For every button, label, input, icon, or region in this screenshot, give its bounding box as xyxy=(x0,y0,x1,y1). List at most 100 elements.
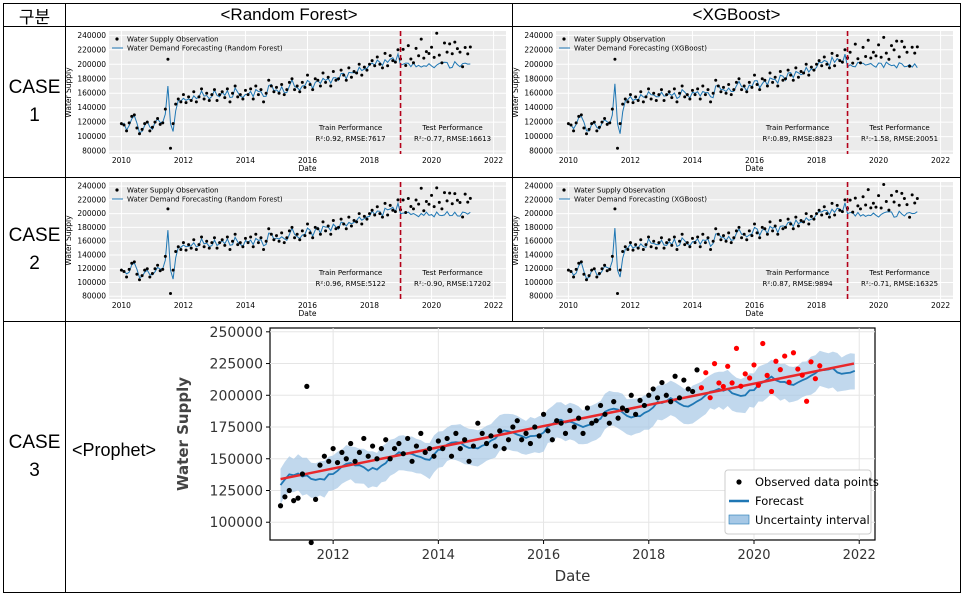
case1-rf-observation-point xyxy=(337,77,341,81)
case2-xgb-xtick-label: 2012 xyxy=(621,301,640,310)
case1-xgb-test-title: Test Performance xyxy=(868,124,929,132)
case2-rf-observation-point xyxy=(440,207,444,211)
case2-rf-observation-point xyxy=(163,254,167,258)
case2-rf-observation-point xyxy=(262,247,266,251)
case2-xgb-observation-point xyxy=(680,232,684,236)
case1-xgb-observation-point xyxy=(579,113,583,117)
case1-rf-test-metrics: R²:-0.77, RMSE:16613 xyxy=(414,135,491,143)
case1-rf-observation-point xyxy=(313,77,317,81)
case1-rf-observation-point xyxy=(448,42,452,46)
case3-prophet-observed-point xyxy=(593,418,599,424)
case1-rf-observation-point xyxy=(349,75,353,79)
case1-xgb-train-title: Train Performance xyxy=(765,124,829,132)
case2-rf-observation-point xyxy=(249,235,253,239)
case2-xgb-observation-point xyxy=(634,243,638,247)
case1-rf-observation-point xyxy=(176,97,180,101)
case2-xgb-observation-point xyxy=(716,232,720,236)
case2-xgb-xtick-label: 2022 xyxy=(931,301,950,310)
case3-prophet-observed-point xyxy=(426,445,433,452)
case2-rf-observation-point xyxy=(295,232,299,236)
case2-rf-observation-point xyxy=(143,268,147,272)
case3-prophet-observed-point xyxy=(492,443,498,449)
case3-prophet-observed-point xyxy=(760,340,766,347)
case2-rf-observation-point xyxy=(218,241,222,245)
case2-xgb-observation-point xyxy=(742,232,746,236)
case1-xgb-observation-point xyxy=(760,77,764,81)
case2-xgb-observation-point xyxy=(812,217,816,221)
case1-rf-observation-point xyxy=(360,73,364,77)
case1-rf-observation-point xyxy=(179,100,183,104)
case1-xgb-observation-point xyxy=(719,90,723,94)
case1-xgb-observation-point xyxy=(688,97,692,101)
case1-rf-observation-point xyxy=(383,51,387,55)
case1-rf-observation-point xyxy=(318,84,322,88)
case1-xgb-observation-point xyxy=(597,125,601,129)
case1-rf-ytick-label: 100000 xyxy=(77,132,106,141)
case2-rf-test-title: Test Performance xyxy=(421,269,482,277)
case2-rf-observation-point xyxy=(274,234,278,238)
case-3-number: 3 xyxy=(29,460,40,481)
case2-rf-observation-point xyxy=(458,200,462,204)
case1-xgb-observation-point xyxy=(727,83,731,87)
case2-xgb-observation-point xyxy=(592,267,596,271)
case3-prophet-observed-point xyxy=(317,462,323,468)
case3-prophet-ytick-label: 175000 xyxy=(210,420,263,436)
case1-xgb-observation-point xyxy=(830,51,834,55)
case1-rf-observation-point xyxy=(461,65,465,69)
case1-rf-train-metrics: R²:0.92, RMSE:7617 xyxy=(316,135,386,143)
case2-rf-observation-point xyxy=(417,202,421,206)
case1-xgb-observation-point xyxy=(820,64,824,68)
case1-rf-observation-point xyxy=(295,84,299,88)
case1-xgb-xtick-label: 2014 xyxy=(683,156,702,165)
case1-xgb-observation-point xyxy=(621,102,625,106)
case3-prophet-chart: 2012 2014 2016 2018 2020 2022 100000 125000 1500… xyxy=(174,325,879,585)
case2-xgb-observation-point xyxy=(721,234,725,238)
case3-prophet-observed-point xyxy=(633,411,639,417)
case2-rf-observation-point xyxy=(461,215,465,219)
case1-rf-observation-point xyxy=(246,93,250,97)
case2-xgb-observation-point xyxy=(672,235,676,239)
case2-xgb-observation-point xyxy=(892,200,896,204)
case2-rf-observation-point xyxy=(355,220,359,224)
case1-xgb-ytick-label: 100000 xyxy=(524,132,553,141)
case2-rf-observation-point xyxy=(370,208,374,212)
case3-prophet-observed-point xyxy=(483,440,490,447)
case2-xgb-observation-point xyxy=(740,236,744,240)
case2-rf-observation-point xyxy=(331,219,335,223)
case2-rf-observation-point xyxy=(215,246,219,250)
case2-rf-observation-point xyxy=(210,241,214,245)
case2-xgb-observation-point xyxy=(910,193,914,197)
case3-prophet-legend-forecast: Forecast xyxy=(755,494,804,508)
case2-xgb-xlabel: Date xyxy=(746,309,764,318)
case2-rf-observation-point xyxy=(231,239,235,243)
case1-xgb-observation-point xyxy=(817,59,821,63)
case2-xgb-observation-point xyxy=(879,206,883,210)
case2-rf-observation-point xyxy=(321,220,325,224)
case2-xgb-observation-point xyxy=(755,231,759,235)
case1-xgb-observation-point xyxy=(610,107,614,111)
case2-rf-observation-point xyxy=(383,201,387,205)
case1-xgb-ytick-label: 120000 xyxy=(524,118,553,127)
case2-rf-observation-point xyxy=(145,267,149,271)
case1-xgb-observation-point xyxy=(569,123,573,127)
case2-rf-observation-point xyxy=(365,217,369,221)
case1-xgb-observation-point xyxy=(822,55,826,59)
case1-rf-observation-point xyxy=(218,93,222,97)
case1-rf-observation-point xyxy=(427,51,431,55)
case1-rf-observation-point xyxy=(158,122,162,126)
case3-prophet-observed-point xyxy=(514,418,520,424)
case1-rf-observation-point xyxy=(375,55,379,59)
case2-rf-ytick-label: 80000 xyxy=(82,292,106,301)
case1-xgb-observation-point xyxy=(595,129,599,133)
case3-prophet-observed-point xyxy=(396,440,402,447)
case2-xgb-observation-point xyxy=(853,196,857,200)
case1-xgb-observation-point xyxy=(807,73,811,77)
case2-xgb-observation-point xyxy=(773,224,777,228)
case2-rf-xtick-label: 2010 xyxy=(112,301,131,310)
case3-prophet-observed-point xyxy=(606,420,612,426)
case1-xgb-legend-forecast: Water Demand Forecasting (XGBoost) xyxy=(574,45,707,53)
case3-prophet-observed-point xyxy=(685,386,691,392)
case1-rf-observation-point xyxy=(254,84,258,88)
case2-xgb-observation-point xyxy=(665,241,669,245)
case1-rf-observation-point xyxy=(326,75,330,79)
